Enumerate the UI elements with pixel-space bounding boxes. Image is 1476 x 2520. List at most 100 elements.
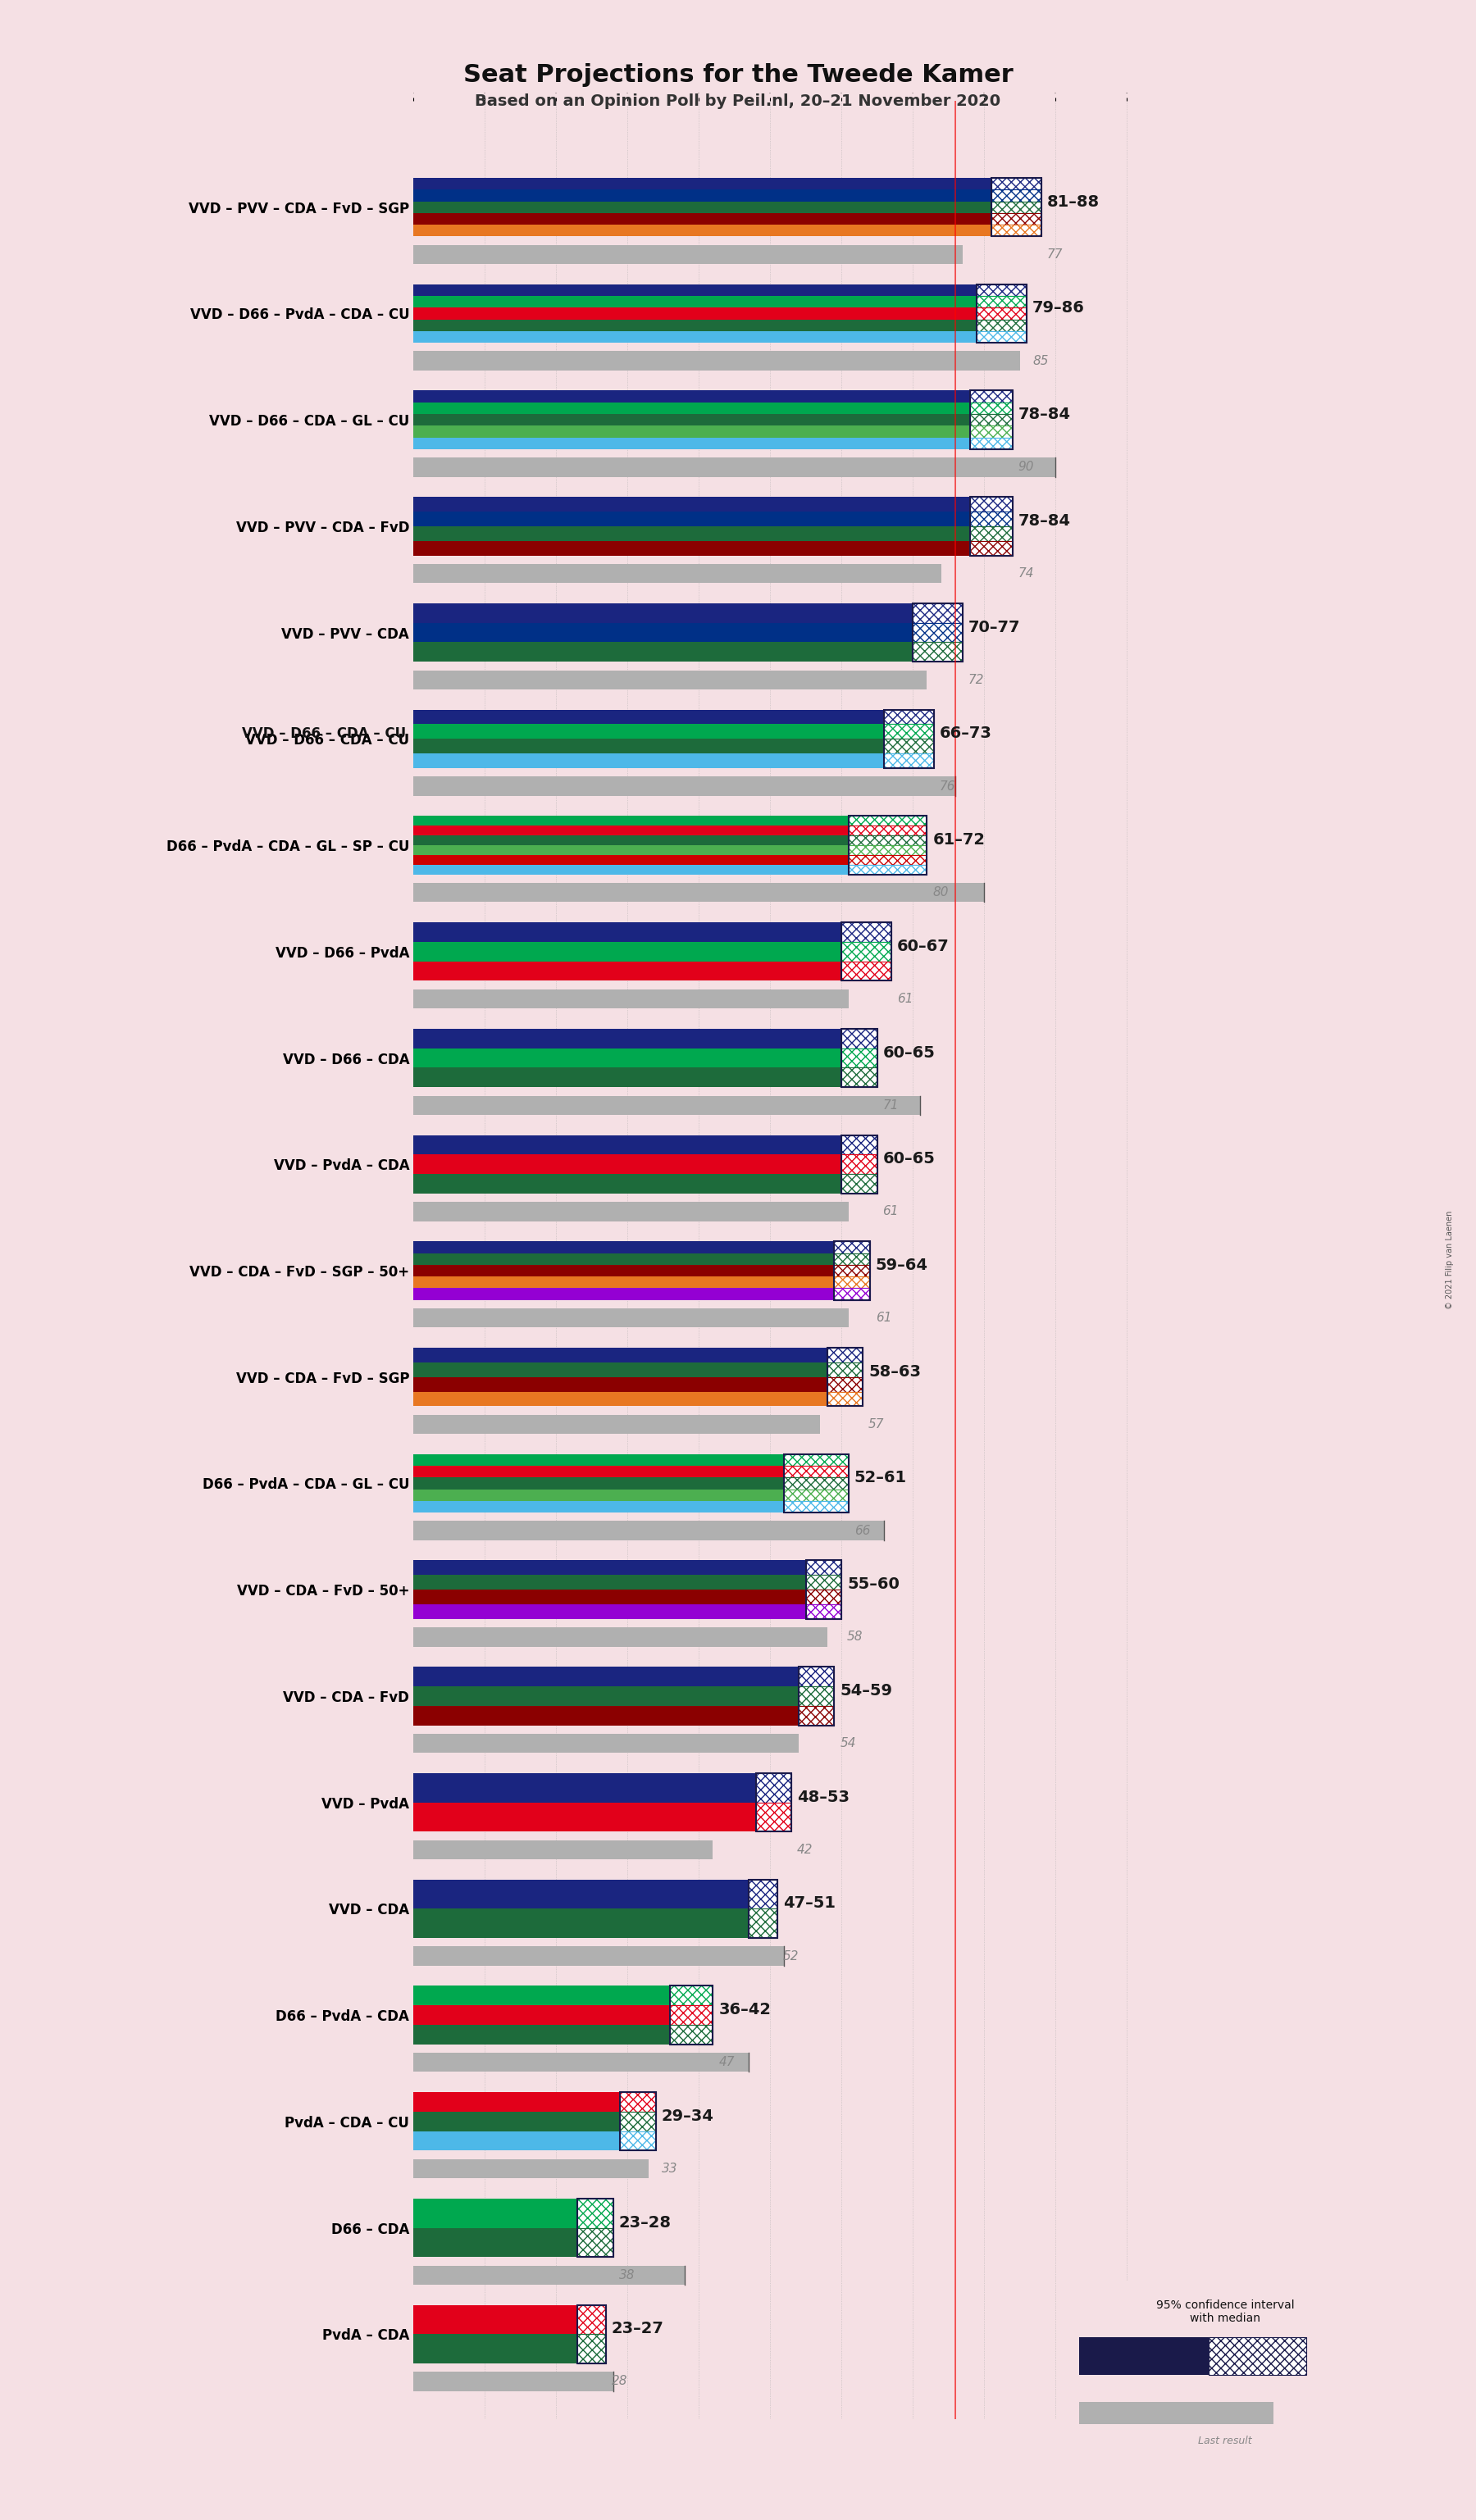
- Bar: [413, 2371, 613, 2391]
- Bar: [806, 1605, 841, 1618]
- Bar: [620, 2132, 655, 2150]
- Bar: [841, 960, 892, 980]
- Bar: [841, 1048, 877, 1068]
- Bar: [670, 2026, 713, 2044]
- Text: 81–88: 81–88: [1046, 194, 1100, 209]
- Bar: [841, 942, 892, 960]
- Text: 61: 61: [897, 993, 914, 1005]
- Bar: [620, 2092, 655, 2150]
- Bar: [413, 459, 1055, 476]
- Bar: [748, 1880, 778, 1938]
- Bar: [834, 1242, 869, 1300]
- Bar: [756, 1774, 791, 1802]
- Bar: [970, 391, 1013, 403]
- Bar: [912, 643, 962, 663]
- Bar: [806, 1575, 841, 1590]
- Text: Seat Projections for the Tweede Kamer: Seat Projections for the Tweede Kamer: [463, 63, 1013, 86]
- Bar: [784, 1502, 849, 1512]
- Text: 95% confidence interval
with median: 95% confidence interval with median: [1156, 2298, 1294, 2323]
- Bar: [992, 224, 1041, 237]
- Bar: [413, 1734, 799, 1754]
- Bar: [806, 1560, 841, 1575]
- Text: 36–42: 36–42: [719, 2001, 770, 2019]
- Bar: [413, 2054, 748, 2071]
- Bar: [970, 496, 1013, 512]
- Bar: [799, 1686, 834, 1706]
- Bar: [577, 2334, 605, 2364]
- Bar: [834, 1252, 869, 1265]
- Bar: [977, 285, 1027, 343]
- Bar: [977, 330, 1027, 343]
- Bar: [834, 1288, 869, 1300]
- Bar: [620, 2112, 655, 2132]
- Bar: [806, 1590, 841, 1605]
- Bar: [756, 1774, 791, 1832]
- Bar: [841, 922, 892, 942]
- Text: 42: 42: [797, 1845, 813, 1855]
- Bar: [841, 1028, 877, 1086]
- Bar: [1209, 2339, 1306, 2374]
- Bar: [992, 179, 1041, 189]
- Text: 59–64: 59–64: [875, 1257, 928, 1273]
- Bar: [784, 1454, 849, 1512]
- Text: 38: 38: [618, 2268, 635, 2281]
- Bar: [577, 2306, 605, 2364]
- Text: 66: 66: [855, 1525, 871, 1537]
- Bar: [577, 2228, 613, 2258]
- Text: 76: 76: [940, 781, 956, 791]
- Bar: [413, 2160, 649, 2177]
- Text: 54: 54: [840, 1736, 856, 1749]
- Text: 61: 61: [875, 1313, 892, 1323]
- Bar: [841, 1174, 877, 1194]
- Text: 79–86: 79–86: [1033, 300, 1085, 315]
- Bar: [970, 413, 1013, 426]
- Bar: [970, 496, 1013, 554]
- Text: 78–84: 78–84: [1018, 514, 1070, 529]
- Text: 28: 28: [611, 2376, 627, 2386]
- Bar: [413, 882, 984, 902]
- Text: 61: 61: [883, 1205, 899, 1217]
- Text: 71: 71: [883, 1099, 899, 1111]
- Text: VVD – D66 – CDA – CU: VVD – D66 – CDA – CU: [242, 726, 406, 741]
- Bar: [413, 1945, 784, 1966]
- Text: 52: 52: [782, 1950, 799, 1963]
- Bar: [884, 711, 934, 769]
- Bar: [970, 403, 1013, 413]
- Text: 55–60: 55–60: [847, 1578, 899, 1593]
- Bar: [413, 1628, 827, 1646]
- Bar: [413, 776, 955, 796]
- Bar: [912, 602, 962, 622]
- Bar: [413, 1096, 920, 1114]
- Bar: [970, 542, 1013, 554]
- Bar: [413, 2265, 685, 2286]
- Text: 33: 33: [661, 2162, 677, 2175]
- Bar: [849, 837, 927, 844]
- Text: 61–72: 61–72: [933, 832, 984, 847]
- Bar: [849, 854, 927, 864]
- Bar: [799, 1706, 834, 1726]
- Bar: [413, 990, 849, 1008]
- Bar: [841, 1134, 877, 1194]
- Text: 58–63: 58–63: [868, 1363, 921, 1378]
- Bar: [884, 753, 934, 769]
- Text: Based on an Opinion Poll by Peil.nl, 20–21 November 2020: Based on an Opinion Poll by Peil.nl, 20–…: [475, 93, 1001, 108]
- Bar: [849, 827, 927, 837]
- Text: 23–27: 23–27: [611, 2321, 664, 2336]
- Text: 85: 85: [1033, 355, 1048, 368]
- Bar: [827, 1363, 862, 1376]
- Bar: [834, 1278, 869, 1288]
- Text: 70–77: 70–77: [968, 620, 1020, 635]
- Text: 58: 58: [847, 1630, 863, 1643]
- Bar: [977, 320, 1027, 330]
- Text: 74: 74: [1018, 567, 1035, 580]
- Bar: [784, 1489, 849, 1502]
- Bar: [748, 1880, 778, 1908]
- Bar: [1079, 2339, 1209, 2374]
- Bar: [849, 844, 927, 854]
- Bar: [784, 1467, 849, 1477]
- Text: 47: 47: [719, 2056, 735, 2069]
- Bar: [413, 244, 962, 265]
- Text: © 2021 Filip van Laenen: © 2021 Filip van Laenen: [1445, 1210, 1454, 1310]
- Bar: [1079, 2402, 1274, 2424]
- Bar: [827, 1348, 862, 1406]
